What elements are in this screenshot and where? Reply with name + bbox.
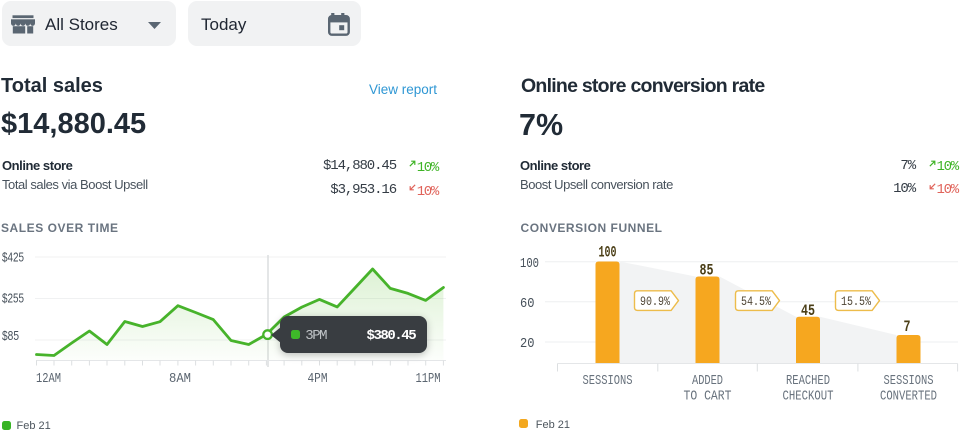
svg-text:11PM: 11PM <box>416 372 441 387</box>
svg-text:4PM: 4PM <box>308 372 328 387</box>
svg-text:SESSIONS: SESSIONS <box>583 374 633 389</box>
svg-text:$85: $85 <box>2 328 19 343</box>
svg-text:$255: $255 <box>2 291 24 306</box>
svg-text:45: 45 <box>801 302 815 320</box>
svg-text:90.9%: 90.9% <box>640 294 670 309</box>
svg-text:54.5%: 54.5% <box>741 294 771 309</box>
svg-text:CONVERTED: CONVERTED <box>880 390 937 405</box>
svg-text:CHECKOUT: CHECKOUT <box>783 390 834 405</box>
svg-text:60: 60 <box>520 296 535 312</box>
svg-text:15.5%: 15.5% <box>841 294 871 309</box>
svg-text:12AM: 12AM <box>36 372 61 387</box>
svg-text:85: 85 <box>700 262 714 280</box>
svg-text:7: 7 <box>904 318 911 336</box>
svg-text:SESSIONS: SESSIONS <box>884 374 934 389</box>
svg-text:100: 100 <box>520 256 539 272</box>
svg-text:ADDED: ADDED <box>692 374 723 389</box>
svg-text:20: 20 <box>520 336 535 352</box>
svg-text:8AM: 8AM <box>169 372 191 387</box>
svg-text:$425: $425 <box>2 250 24 265</box>
svg-text:TO CART: TO CART <box>684 390 732 405</box>
svg-text:REACHED: REACHED <box>786 374 830 389</box>
svg-text:100: 100 <box>599 245 617 262</box>
